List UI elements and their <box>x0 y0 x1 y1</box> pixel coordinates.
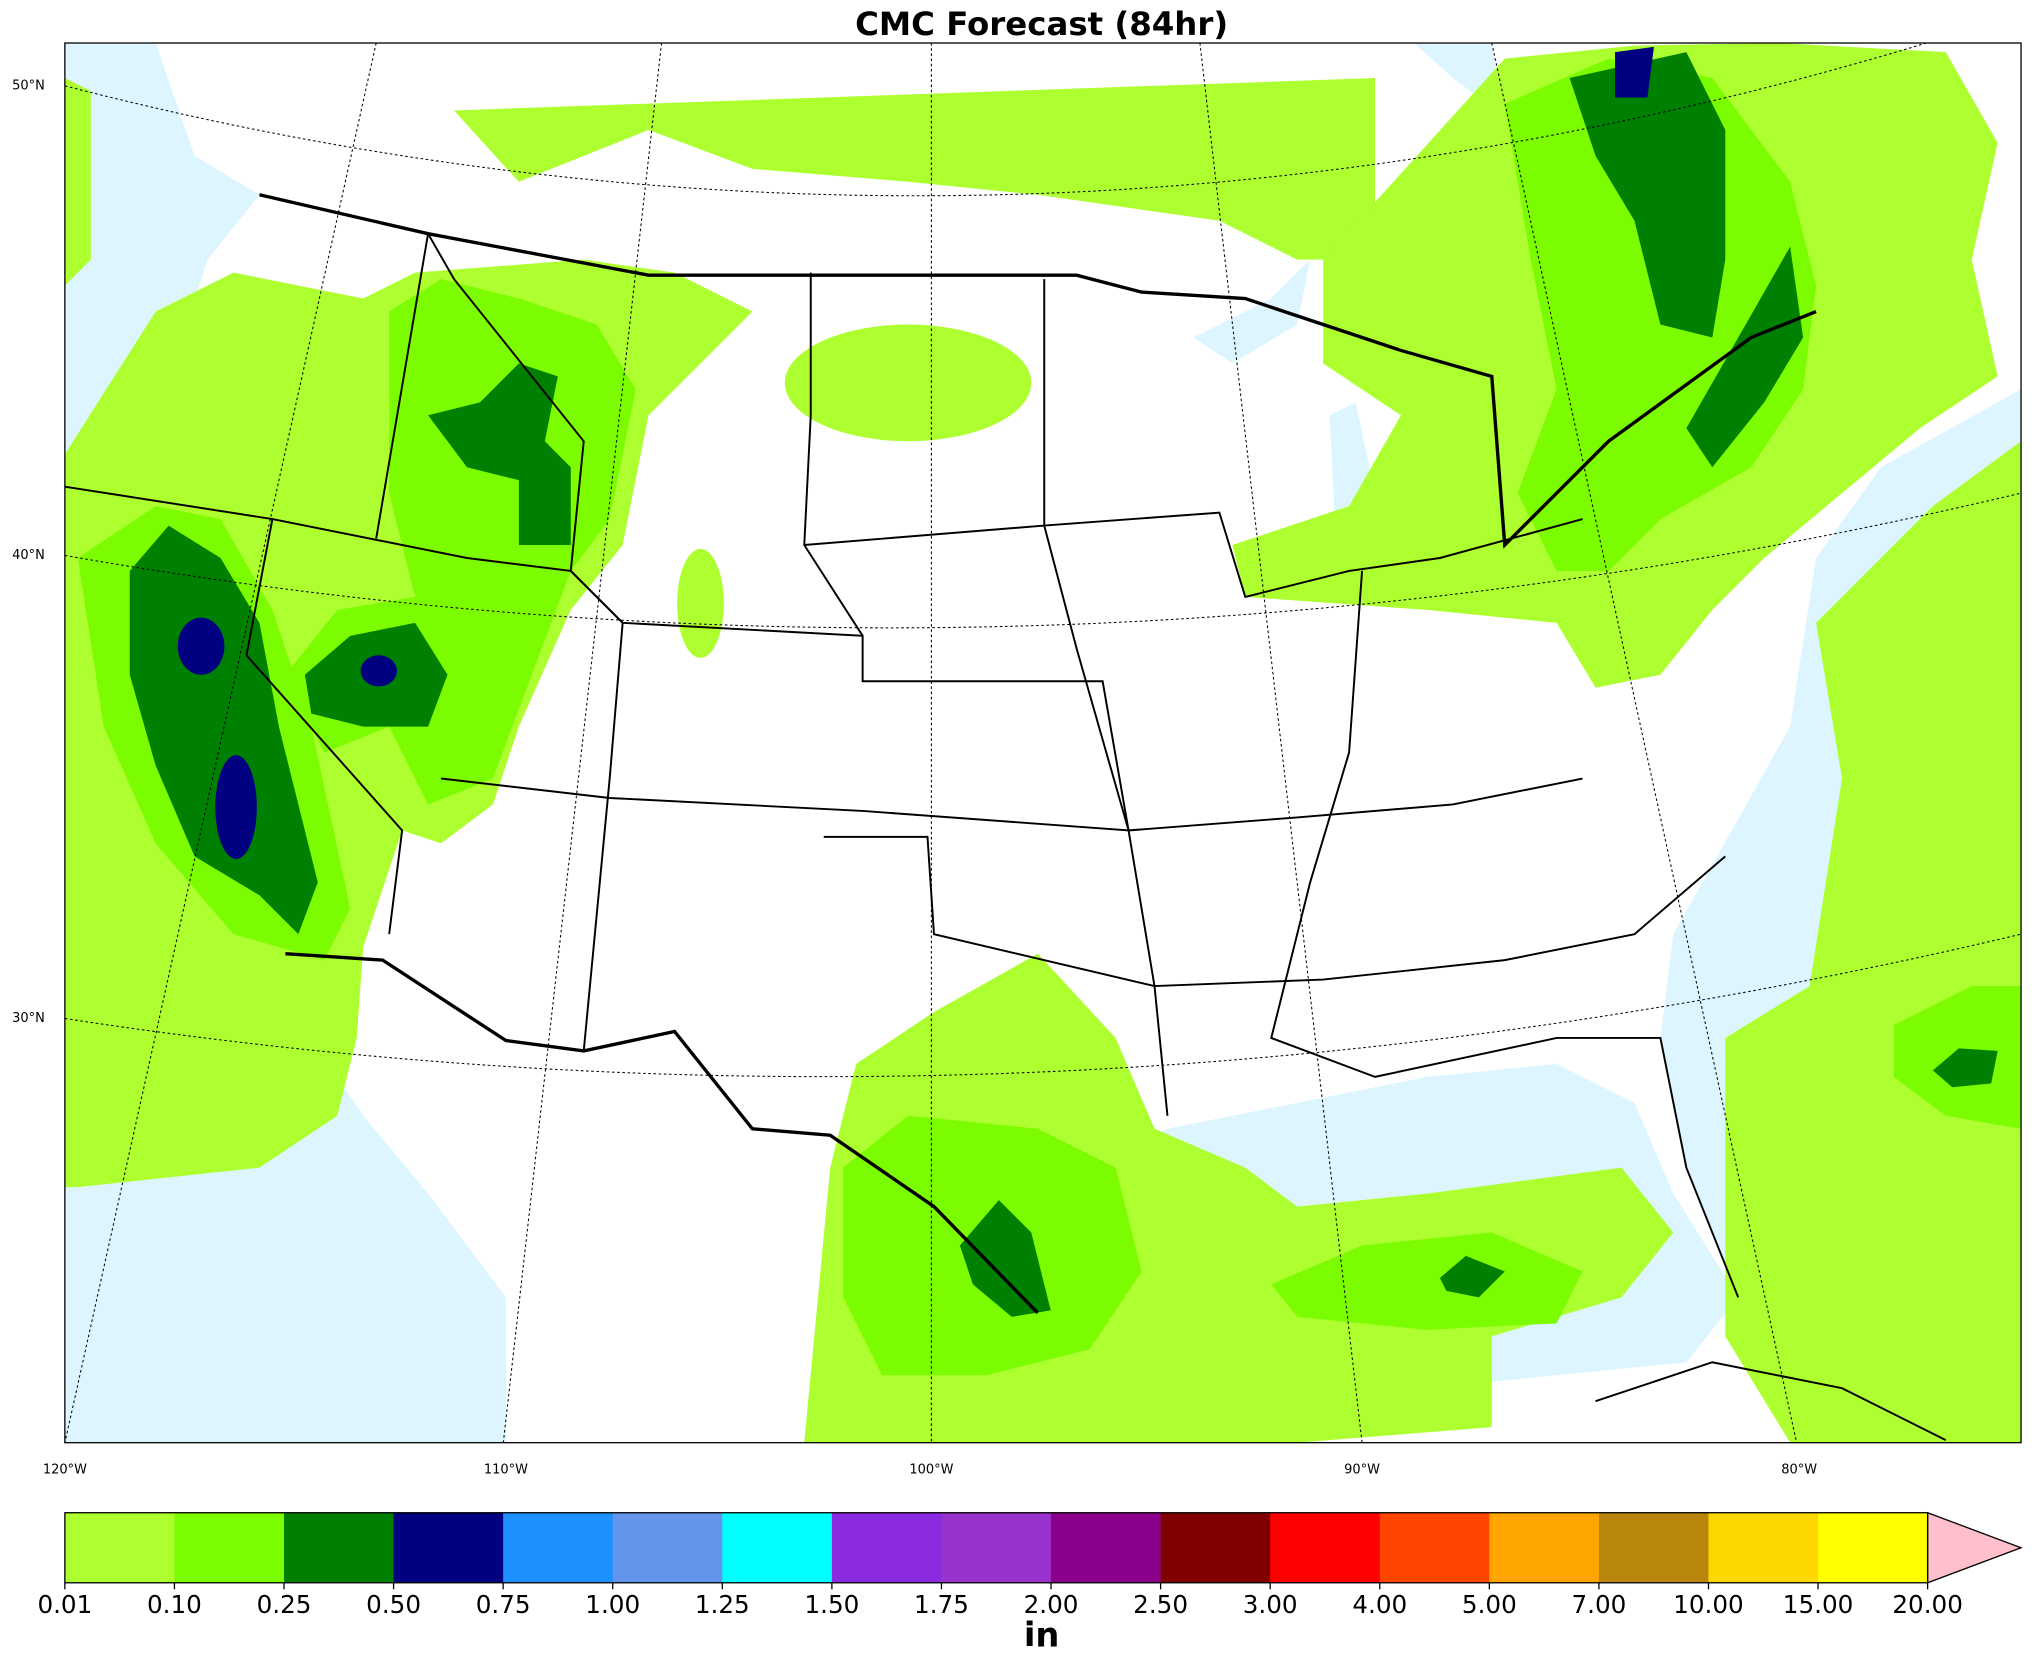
colorbar-tick-label: 1.50 <box>804 1590 859 1619</box>
colorbar-segment <box>831 1512 943 1583</box>
colorbar-tick-label: 2.00 <box>1024 1590 1079 1619</box>
colorbar-tick-label: 1.25 <box>695 1590 750 1619</box>
colorbar-tick-label: 3.00 <box>1243 1590 1298 1619</box>
colorbar-segment <box>174 1512 285 1583</box>
lat-label: 50°N <box>12 78 45 93</box>
colorbar-segment <box>64 1512 176 1583</box>
colorbar-tick-label: 20.00 <box>1892 1590 1963 1619</box>
map-title: CMC Forecast (84hr) <box>855 5 1228 43</box>
colorbar-tick-label: 4.00 <box>1352 1590 1407 1619</box>
colorbar-tick-label: 0.50 <box>366 1590 421 1619</box>
colorbar-tick-label: 1.75 <box>914 1590 969 1619</box>
colorbar-tick-label: 0.25 <box>257 1590 312 1619</box>
colorbar-segment <box>1379 1512 1490 1583</box>
colorbar-segment <box>1051 1512 1162 1583</box>
lon-label: 90°W <box>1344 1462 1380 1477</box>
colorbar-segment <box>1708 1512 1819 1583</box>
latitude-labels: 50°N 40°N 30°N <box>12 78 45 1026</box>
lon-label: 120°W <box>43 1462 87 1477</box>
longitude-labels: 120°W 110°W 100°W 90°W 80°W <box>43 1462 1817 1477</box>
lat-label: 40°N <box>12 548 45 563</box>
colorbar-tick-label: 2.50 <box>1133 1590 1188 1619</box>
colorbar-frame <box>64 1512 1929 1584</box>
colorbar-segment <box>393 1512 504 1583</box>
colorbar-segment <box>612 1512 723 1583</box>
colorbar-tick-label: 0.01 <box>37 1590 92 1619</box>
colorbar-segment <box>284 1512 395 1583</box>
colorbar-segment <box>503 1512 614 1583</box>
lon-label: 80°W <box>1781 1462 1817 1477</box>
colorbar-tick-label: 0.10 <box>147 1590 202 1619</box>
colorbar-segment <box>722 1512 833 1583</box>
colorbar-segment <box>1598 1512 1710 1583</box>
colorbar-segment <box>1818 1512 1929 1583</box>
colorbar-unit: in <box>1024 1616 1060 1655</box>
colorbar-tick-label: 1.00 <box>585 1590 640 1619</box>
colorbar-segment <box>1270 1512 1381 1583</box>
colorbar-segment <box>1489 1512 1600 1583</box>
colorbar-segment <box>941 1512 1052 1583</box>
lon-label: 100°W <box>909 1462 953 1477</box>
map <box>64 42 2022 1444</box>
colorbar-segment <box>1160 1512 1271 1583</box>
colorbar-extend <box>1926 1511 2023 1584</box>
colorbar-tick-label: 0.75 <box>476 1590 531 1619</box>
colorbar: 0.01 0.10 0.25 0.50 0.75 1.00 1.25 1.50 1.75 2.00… <box>37 1511 2023 1619</box>
colorbar-tick-label: 7.00 <box>1571 1590 1626 1619</box>
colorbar-tick-label: 10.00 <box>1673 1590 1744 1619</box>
lat-label: 30°N <box>12 1011 45 1026</box>
colorbar-tick-label: 15.00 <box>1783 1590 1854 1619</box>
colorbar-tick-label: 5.00 <box>1462 1590 1517 1619</box>
lon-label: 110°W <box>484 1462 528 1477</box>
